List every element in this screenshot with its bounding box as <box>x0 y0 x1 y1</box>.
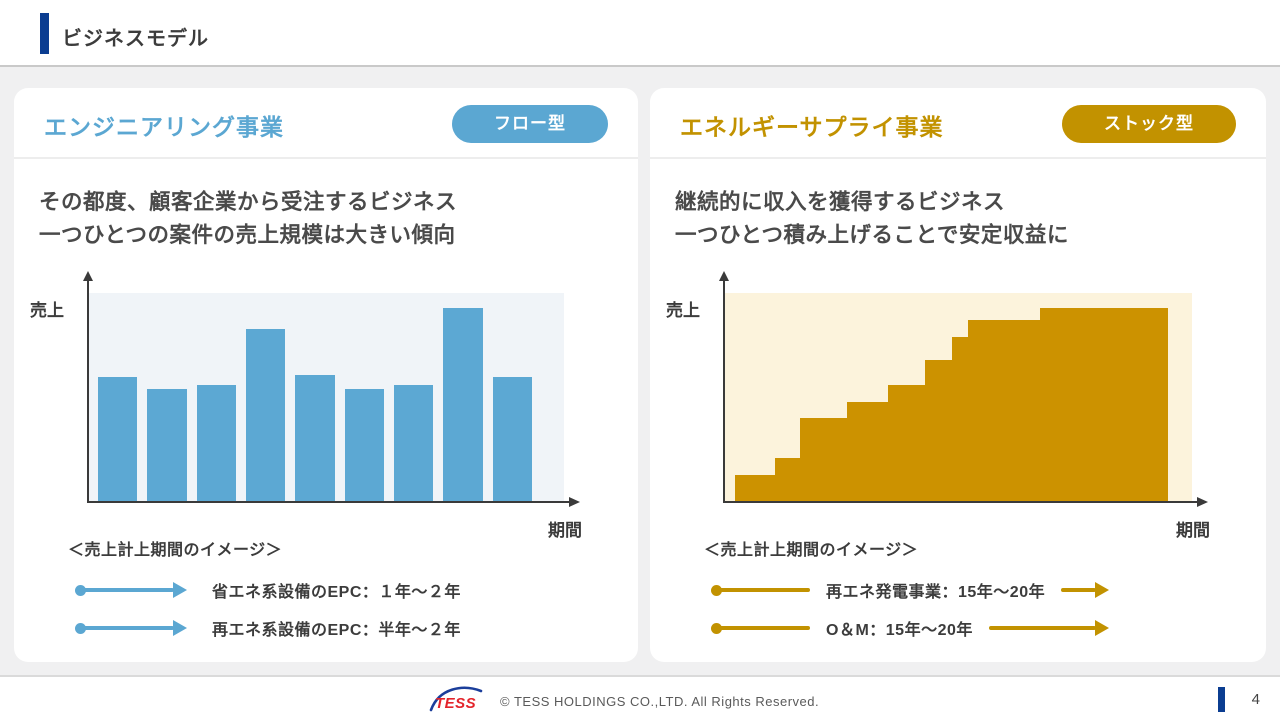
slide-footer: TESS © TESS HOLDINGS CO.,LTD. All Rights… <box>0 675 1280 720</box>
svg-text:TESS: TESS <box>435 695 476 712</box>
panel-engineering-business: エンジニアリング事業 フロー型 その都度、顧客企業から受注するビジネス 一つひと… <box>14 88 638 662</box>
revenue-bar <box>492 376 532 502</box>
legend-header: ＜売上計上期間のイメージ＞ <box>68 542 283 559</box>
revenue-bar <box>393 384 434 502</box>
y-axis-label: 売上 <box>30 301 64 320</box>
legend-item: 省エネ系設備のEPC：１年〜２年 <box>75 578 638 602</box>
legend-label: 省エネ系設備のEPC：１年〜２年 <box>212 584 461 601</box>
legend-item: 再エネ発電事業：15年〜20年 <box>711 578 1112 602</box>
legend-label: 再エネ発電事業：15年〜20年 <box>826 584 1046 601</box>
panel-header: エンジニアリング事業 フロー型 <box>14 88 638 159</box>
flow-revenue-chart: 売上 期間 <box>14 271 638 544</box>
panel-title: エネルギーサプライ事業 <box>680 114 944 140</box>
legend-rows: 省エネ系設備のEPC：１年〜２年 再エネ系設備のEPC：半年〜２年 <box>14 578 638 640</box>
panel-header: エネルギーサプライ事業 ストック型 <box>650 88 1266 159</box>
revenue-step <box>847 401 889 502</box>
legend-rows: 再エネ発電事業：15年〜20年 O＆M：15年〜20年 <box>650 578 1266 640</box>
panel-energy-supply-business: エネルギーサプライ事業 ストック型 継続的に収入を獲得するビジネス 一つひとつ積… <box>650 88 1266 662</box>
description-line: 継続的に収入を獲得するビジネス <box>675 190 1006 214</box>
title-accent-bar <box>40 13 49 54</box>
y-axis <box>83 271 93 503</box>
page-number-accent-bar <box>1218 687 1225 712</box>
revenue-bar <box>98 376 138 502</box>
page-number: 4 <box>1251 691 1260 708</box>
revenue-step <box>799 418 848 502</box>
y-axis <box>719 271 729 503</box>
revenue-step <box>951 336 968 502</box>
description-line: 一つひとつ積み上げることで安定収益に <box>675 223 1069 247</box>
x-axis-label: 期間 <box>1176 521 1210 540</box>
legend-label: 再エネ系設備のEPC：半年〜２年 <box>212 622 461 639</box>
revenue-bar <box>196 384 236 502</box>
slide-header: ビジネスモデル <box>0 0 1280 67</box>
revenue-period-legend: ＜売上計上期間のイメージ＞ 省エネ系設備のEPC：１年〜２年 再エネ系設備のEPC… <box>14 534 638 640</box>
revenue-step <box>888 384 926 502</box>
stock-type-badge: ストック型 <box>1062 105 1236 143</box>
revenue-bar <box>344 389 384 502</box>
description-line: その都度、顧客企業から受注するビジネス <box>39 190 458 214</box>
description-line: 一つひとつの案件の売上規模は大きい傾向 <box>39 223 456 247</box>
panel-title: エンジニアリング事業 <box>44 114 284 140</box>
x-axis <box>87 497 580 507</box>
revenue-bar <box>295 374 335 502</box>
revenue-bar <box>443 307 483 502</box>
legend-header: ＜売上計上期間のイメージ＞ <box>704 542 919 559</box>
period-arrow-icon <box>75 620 187 636</box>
revenue-step <box>735 474 775 502</box>
footer-brand: TESS © TESS HOLDINGS CO.,LTD. All Rights… <box>428 684 819 714</box>
period-arrow-continuation-icon <box>988 620 1110 636</box>
y-axis-label: 売上 <box>666 301 700 320</box>
stock-revenue-chart: 売上 期間 <box>650 271 1266 544</box>
revenue-bar <box>245 328 286 502</box>
tess-logo-icon: TESS <box>429 686 483 712</box>
legend-item: O＆M：15年〜20年 <box>711 616 1112 640</box>
page-title: ビジネスモデル <box>62 28 209 50</box>
flow-type-badge: フロー型 <box>452 105 608 143</box>
revenue-step <box>967 320 1040 502</box>
panel-description: 継続的に収入を獲得するビジネス 一つひとつ積み上げることで安定収益に <box>675 186 1069 252</box>
x-axis-label: 期間 <box>548 521 582 540</box>
revenue-period-legend: ＜売上計上期間のイメージ＞ 再エネ発電事業：15年〜20年 O＆M：15年〜20年 <box>650 534 1266 640</box>
bar-series <box>88 293 564 502</box>
plot-area <box>83 271 580 507</box>
plot-area <box>719 271 1208 507</box>
period-arrow-icon <box>711 584 810 596</box>
legend-label: O＆M：15年〜20年 <box>826 622 973 639</box>
period-arrow-icon <box>75 582 187 598</box>
legend-item: 再エネ系設備のEPC：半年〜２年 <box>75 616 638 640</box>
period-arrow-continuation-icon <box>1061 582 1109 598</box>
x-axis <box>723 497 1208 507</box>
copyright-text: © TESS HOLDINGS CO.,LTD. All Rights Rese… <box>500 693 820 709</box>
revenue-bar <box>147 389 187 502</box>
step-series <box>724 293 1192 502</box>
revenue-step <box>774 458 800 502</box>
revenue-step <box>1039 307 1168 502</box>
panel-description: その都度、顧客企業から受注するビジネス 一つひとつの案件の売上規模は大きい傾向 <box>39 186 457 252</box>
period-arrow-icon <box>711 622 810 634</box>
revenue-step <box>925 359 952 502</box>
